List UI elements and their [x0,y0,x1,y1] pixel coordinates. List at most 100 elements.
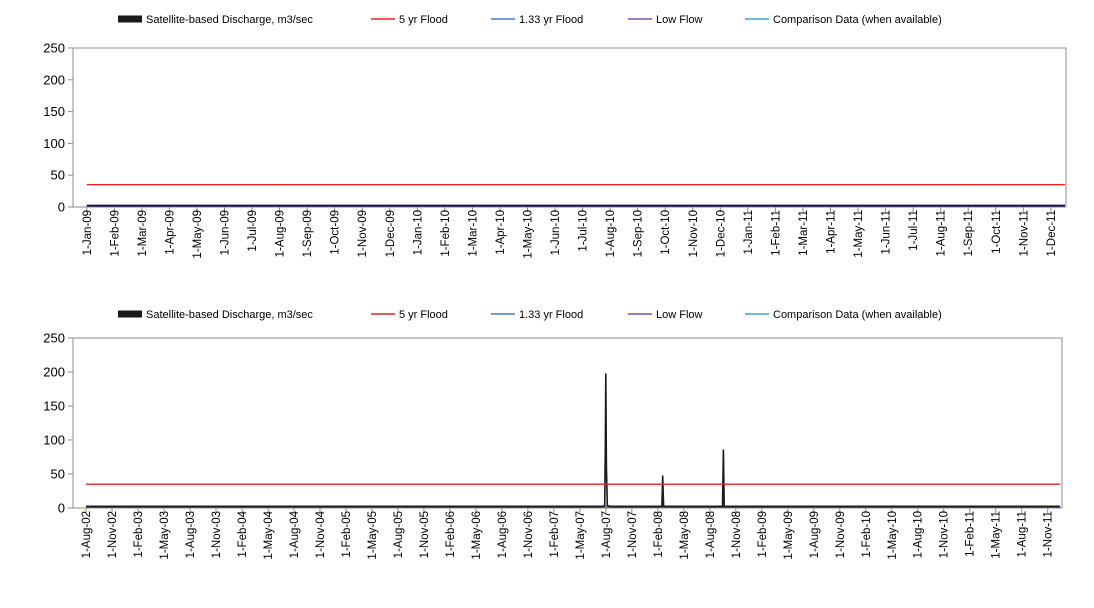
x-tick-label: 1-May-09 [192,210,204,259]
x-tick-label: 1-Nov-05 [419,511,431,558]
series-satellite-based-discharge-m3-sec [86,373,1061,508]
x-tick-label: 1-Feb-07 [549,511,561,558]
x-tick-label: 1-Aug-09 [809,511,821,558]
x-tick-label: 1-Nov-02 [107,511,119,558]
x-tick-label: 1-May-09 [783,511,795,560]
x-tick-label: 1-Feb-05 [341,511,353,558]
x-tick-label: 1-Dec-09 [385,210,397,257]
legend-swatch [118,310,142,318]
x-tick-label: 1-May-08 [679,511,691,560]
x-tick-label: 1-Mar-11 [798,210,810,256]
x-tick-label: 1-Aug-10 [913,511,925,558]
x-tick-label: 1-Mar-10 [467,210,479,257]
x-tick-label: 1-Apr-10 [495,210,507,255]
x-tick-label: 1-Aug-08 [705,511,717,558]
x-tick-label: 1-Nov-09 [357,210,369,257]
x-tick-label: 1-May-05 [367,511,379,560]
x-tick-label: 1-Jan-09 [82,210,94,255]
y-tick-label: 50 [51,467,65,482]
x-tick-label: 1-Sep-10 [633,210,645,257]
x-tick-label: 1-Jun-10 [550,210,562,255]
x-tick-label: 1-Feb-10 [861,511,873,558]
x-tick-label: 1-Feb-09 [757,511,769,558]
legend-label: Satellite-based Discharge, m3/sec [146,14,313,26]
x-tick-label: 1-Nov-04 [315,510,327,558]
y-tick-label: 150 [43,104,65,119]
x-tick-label: 1-Feb-10 [440,210,452,257]
x-tick-label: 1-Aug-09 [275,210,287,257]
x-tick-label: 1-Feb-03 [133,511,145,558]
y-tick-label: 250 [43,331,65,346]
x-tick-label: 1-Jul-09 [247,210,259,252]
x-tick-label: 1-Feb-08 [653,511,665,558]
x-tick-label: 1-Feb-11 [770,210,782,256]
x-tick-label: 1-Dec-10 [715,210,727,257]
x-tick-label: 1-Nov-07 [627,511,639,558]
y-tick-label: 50 [51,168,65,183]
x-tick-label: 1-Aug-02 [81,511,93,558]
x-tick-label: 1-Feb-11 [965,511,977,557]
x-tick-label: 1-Feb-09 [109,210,121,257]
x-tick-label: 1-Aug-11 [1017,511,1029,557]
x-tick-label: 1-Jan-10 [412,210,424,255]
x-tick-label: 1-Jul-10 [578,210,590,252]
legend-label: Comparison Data (when available) [773,14,942,26]
chart-2: Satellite-based Discharge, m3/sec 5 yr Fl… [43,309,1063,560]
x-tick-label: 1-May-11 [853,210,865,258]
x-tick-label: 1-Jun-11 [881,210,893,255]
x-tick-label: 1-Oct-10 [660,210,672,255]
x-tick-label: 1-Apr-09 [164,210,176,255]
y-tick-label: 0 [58,200,65,215]
plot-area [72,337,1063,509]
legend-label: 1.33 yr Flood [519,14,583,26]
x-tick-label: 1-Aug-07 [601,511,613,558]
x-tick-label: 1-May-10 [887,511,899,560]
x-tick-label: 1-Aug-03 [185,511,197,558]
legend-label: Satellite-based Discharge, m3/sec [146,309,313,321]
x-tick-label: 1-Nov-11 [1018,210,1030,256]
plot-area [72,47,1067,208]
y-tick-label: 150 [43,399,65,414]
x-tick-label: 1-Aug-11 [936,210,948,256]
x-tick-label: 1-May-10 [522,210,534,259]
legend-label: 5 yr Flood [399,309,448,321]
x-tick-label: 1-Aug-10 [605,210,617,257]
legend-label: 1.33 yr Flood [519,309,583,321]
x-tick-label: 1-May-04 [263,510,275,559]
y-tick-label: 200 [43,365,65,380]
legend-label: 5 yr Flood [399,14,448,26]
x-tick-label: 1-Oct-11 [991,210,1003,254]
y-tick-label: 250 [43,41,65,56]
x-tick-label: 1-May-11 [991,511,1003,559]
x-tick-label: 1-May-07 [575,511,587,560]
x-tick-label: 1-Sep-11 [963,210,975,256]
x-tick-label: 1-Dec-11 [1046,210,1058,256]
y-tick-label: 100 [43,136,65,151]
x-tick-label: 1-May-06 [471,511,483,560]
x-tick-label: 1-Oct-09 [330,210,342,255]
x-tick-label: 1-Feb-06 [445,511,457,558]
x-tick-label: 1-May-03 [159,511,171,560]
x-tick-label: 1-Feb-04 [237,510,249,557]
x-tick-label: 1-Nov-09 [835,511,847,558]
x-tick-label: 1-Jun-09 [219,210,231,255]
x-tick-label: 1-Nov-08 [731,511,743,558]
x-tick-label: 1-Aug-06 [497,511,509,558]
y-tick-label: 100 [43,433,65,448]
x-tick-label: 1-Nov-06 [523,511,535,558]
x-tick-label: 1-Aug-04 [289,510,301,558]
y-tick-label: 0 [58,501,65,516]
x-tick-label: 1-Apr-11 [825,210,837,254]
x-tick-label: 1-Jul-11 [908,210,920,251]
x-tick-label: 1-Mar-09 [137,210,149,257]
legend-swatch [118,15,142,23]
x-tick-label: 1-Aug-05 [393,511,405,558]
x-tick-label: 1-Jan-11 [743,210,755,255]
x-tick-label: 1-Sep-09 [302,210,314,257]
chart-1: Satellite-based Discharge, m3/sec 5 yr Fl… [43,14,1067,259]
legend-label: Low Flow [656,14,703,26]
x-tick-label: 1-Nov-10 [688,210,700,257]
legend-label: Comparison Data (when available) [773,309,942,321]
x-tick-label: 1-Nov-10 [939,511,951,558]
